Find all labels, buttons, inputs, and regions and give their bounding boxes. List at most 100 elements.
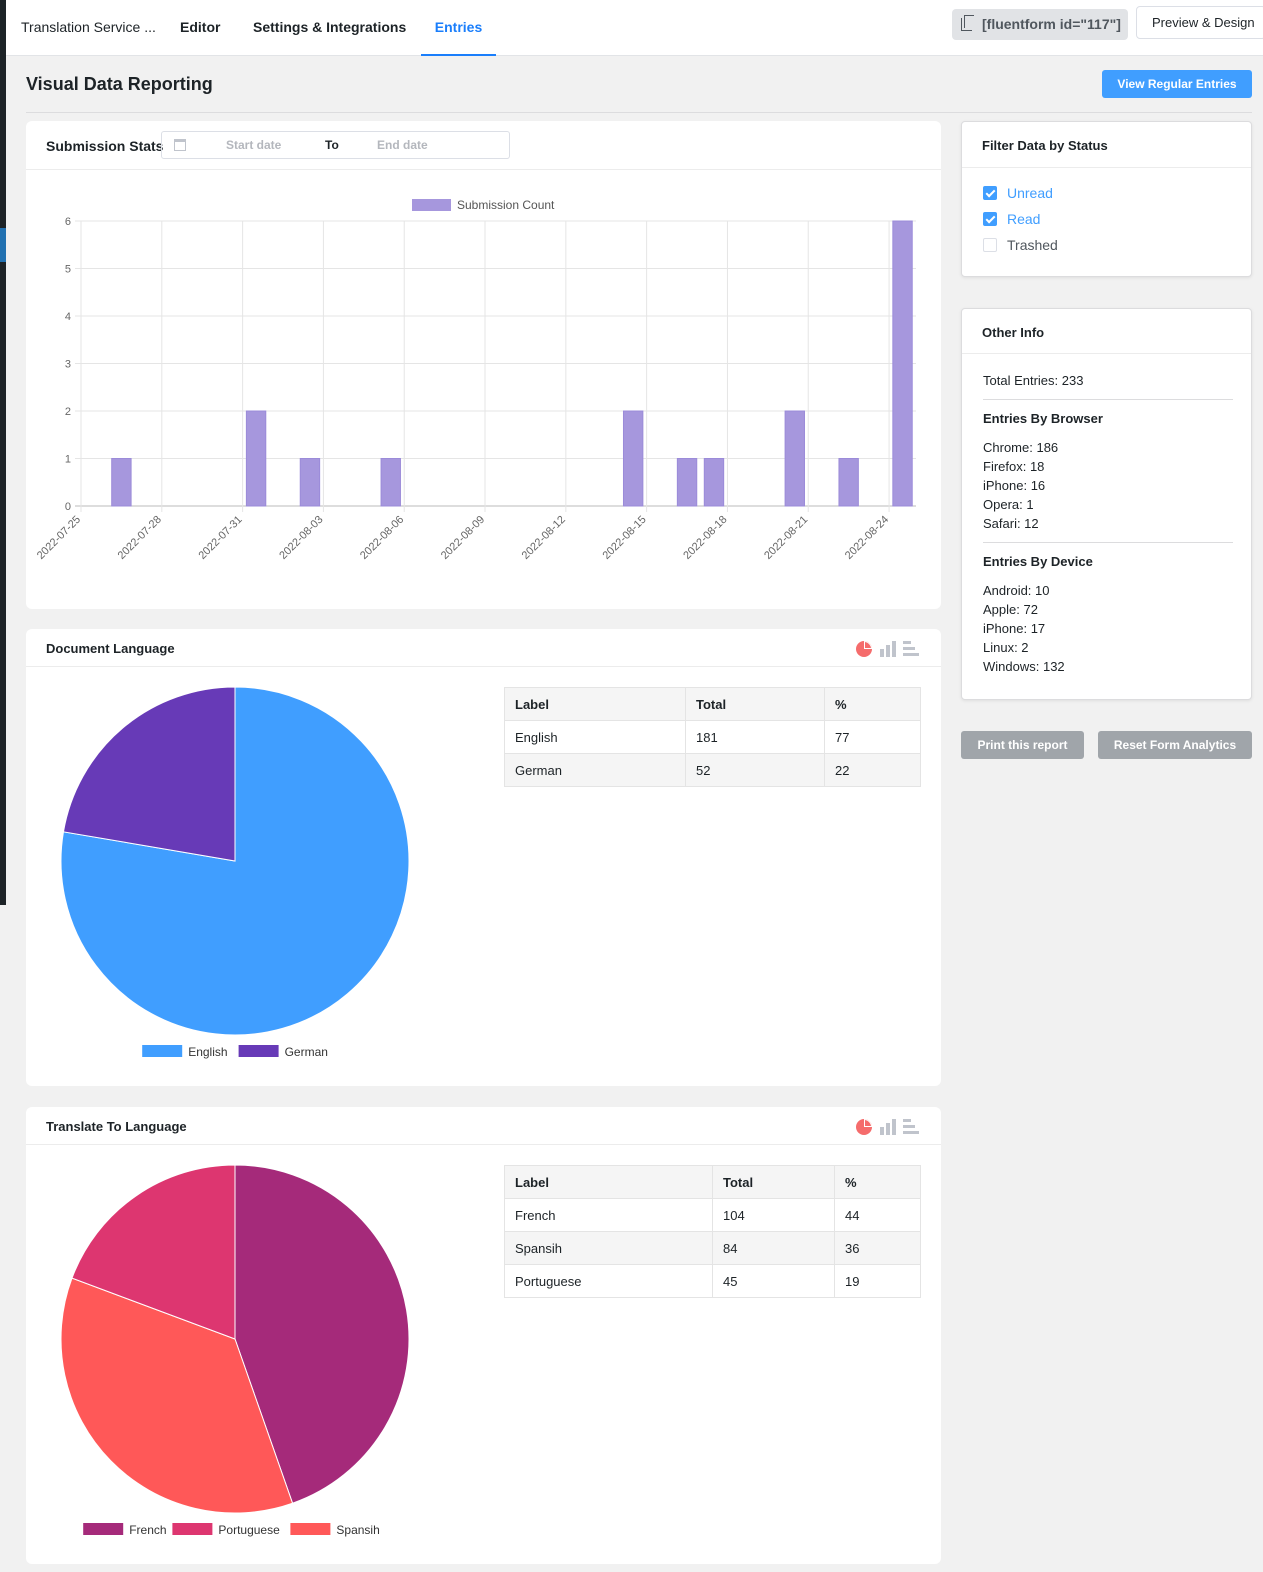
pie-chart-icon[interactable]	[855, 1118, 873, 1136]
panel-divider	[962, 167, 1251, 168]
top-navigation: Translation Service ... Editor Settings …	[6, 0, 1263, 56]
pie-slice	[234, 1164, 410, 1504]
y-tick-label: 2	[65, 406, 71, 418]
column-header: %	[824, 687, 921, 721]
other-info-title: Other Info	[982, 325, 1045, 340]
pie-slice	[62, 686, 236, 862]
legend-label: French	[129, 1523, 166, 1537]
calendar-icon	[174, 139, 186, 151]
total-entries: Total Entries: 233	[983, 373, 1084, 388]
checkbox-trashed[interactable]	[983, 238, 997, 252]
preview-design-button[interactable]: Preview & Design	[1136, 6, 1263, 39]
copy-icon-back	[961, 18, 972, 31]
horizontal-bar-icon[interactable]	[902, 640, 920, 658]
legend-label: Portuguese	[218, 1523, 280, 1537]
view-regular-entries-button[interactable]: View Regular Entries	[1102, 70, 1252, 98]
bar	[111, 458, 132, 507]
device-stat: Windows: 132	[983, 659, 1065, 674]
browser-stat: Opera: 1	[983, 497, 1034, 512]
column-header: Label	[504, 687, 686, 721]
x-tick-label: 2022-07-25	[35, 514, 83, 562]
table-row: Spansih 84 36	[504, 1231, 921, 1265]
filter-trashed-label: Trashed	[1007, 237, 1058, 253]
tab-entries[interactable]: Entries	[421, 0, 496, 56]
browser-stat: iPhone: 16	[983, 478, 1046, 493]
legend-swatch	[412, 199, 451, 211]
submission-stats-card: Submission Stats Start date To End date …	[26, 121, 941, 609]
table-cell: 104	[712, 1198, 835, 1232]
x-tick-label: 2022-08-24	[843, 514, 891, 562]
document-language-title: Document Language	[46, 641, 175, 656]
legend-swatch	[172, 1523, 213, 1535]
column-header: %	[834, 1165, 921, 1199]
legend-label: German	[285, 1045, 328, 1059]
page-title: Visual Data Reporting	[26, 74, 213, 94]
x-tick-label: 2022-07-31	[196, 514, 244, 562]
filter-unread-label: Unread	[1007, 185, 1053, 201]
y-tick-label: 6	[65, 216, 71, 228]
legend-swatch	[83, 1523, 124, 1535]
tab-settings-integrations[interactable]: Settings & Integrations	[253, 19, 407, 35]
legend-swatch	[290, 1523, 331, 1535]
browser-section-title: Entries By Browser	[983, 411, 1103, 426]
x-tick-label: 2022-07-28	[116, 514, 164, 562]
submission-bar-chart: 0 1 2 3 4 5 6 2022-07-25 2022-07-28 2022-07-31 202…	[35, 198, 916, 562]
shortcode-copy-button[interactable]: [fluentform id="117"]	[952, 9, 1128, 40]
info-separator	[983, 542, 1233, 543]
table-row: German 52 22	[504, 753, 921, 787]
table-cell: 44	[834, 1198, 921, 1232]
header-divider	[26, 112, 1252, 113]
table-row: Portuguese 45 19	[504, 1264, 921, 1298]
bar	[245, 410, 267, 507]
table-cell: 77	[824, 720, 921, 754]
table-cell: 84	[712, 1231, 835, 1265]
bar-chart-icon[interactable]	[879, 640, 897, 658]
horizontal-bar-icon[interactable]	[902, 1118, 920, 1136]
table-cell: Portuguese	[504, 1264, 713, 1298]
shortcode-text: [fluentform id="117"]	[982, 16, 1121, 32]
tab-editor[interactable]: Editor	[180, 19, 221, 35]
translate-language-card: Translate To Language French Portuguese Sp…	[26, 1107, 941, 1564]
bar	[299, 458, 321, 507]
info-separator	[983, 399, 1233, 400]
x-tick-label: 2022-08-21	[762, 514, 810, 562]
admin-active-marker	[0, 228, 6, 262]
x-tick-label: 2022-08-12	[520, 514, 568, 562]
y-tick-label: 4	[65, 311, 71, 323]
translate-language-pie: French Portuguese Spansih	[60, 1164, 410, 1537]
table-cell: French	[504, 1198, 713, 1232]
date-range-picker[interactable]: Start date To End date	[161, 131, 510, 159]
device-stat: Android: 10	[983, 583, 1050, 598]
start-date-input[interactable]: Start date	[226, 138, 282, 152]
browser-stat: Safari: 12	[983, 516, 1039, 531]
bar-chart-icon[interactable]	[879, 1118, 897, 1136]
device-stat: iPhone: 17	[983, 621, 1046, 636]
pie-chart-icon[interactable]	[855, 640, 873, 658]
y-tick-label: 5	[65, 264, 71, 276]
table-header-row: Label Total %	[504, 687, 921, 721]
translate-language-table: Label Total % French 104 44 Spansih 84 3…	[504, 1165, 921, 1298]
table-cell: 36	[834, 1231, 921, 1265]
table-cell: 52	[685, 753, 825, 787]
column-header: Total	[685, 687, 825, 721]
bar	[622, 410, 644, 507]
table-cell: Spansih	[504, 1231, 713, 1265]
x-tick-label: 2022-08-06	[358, 514, 406, 562]
document-language-card: Document Language English German Label To…	[26, 629, 941, 1086]
form-name-tab[interactable]: Translation Service ...	[21, 19, 156, 35]
submission-stats-title: Submission Stats	[46, 138, 164, 154]
x-tick-label: 2022-08-03	[277, 514, 325, 562]
translate-language-title: Translate To Language	[46, 1119, 187, 1134]
end-date-input[interactable]: End date	[377, 138, 428, 152]
filter-panel-title: Filter Data by Status	[982, 138, 1108, 153]
legend-swatch	[238, 1045, 279, 1057]
other-info-panel: Other Info Total Entries: 233 Entries By…	[961, 308, 1252, 700]
browser-stat: Firefox: 18	[983, 459, 1045, 474]
checkbox-unread[interactable]	[983, 186, 997, 200]
reset-analytics-button[interactable]: Reset Form Analytics	[1098, 731, 1252, 759]
filter-status-panel: Filter Data by Status Unread Read Trashe…	[961, 121, 1252, 277]
legend-label: Submission Count	[457, 198, 555, 212]
column-header: Label	[504, 1165, 713, 1199]
print-report-button[interactable]: Print this report	[961, 731, 1084, 759]
checkbox-read[interactable]	[983, 212, 997, 226]
